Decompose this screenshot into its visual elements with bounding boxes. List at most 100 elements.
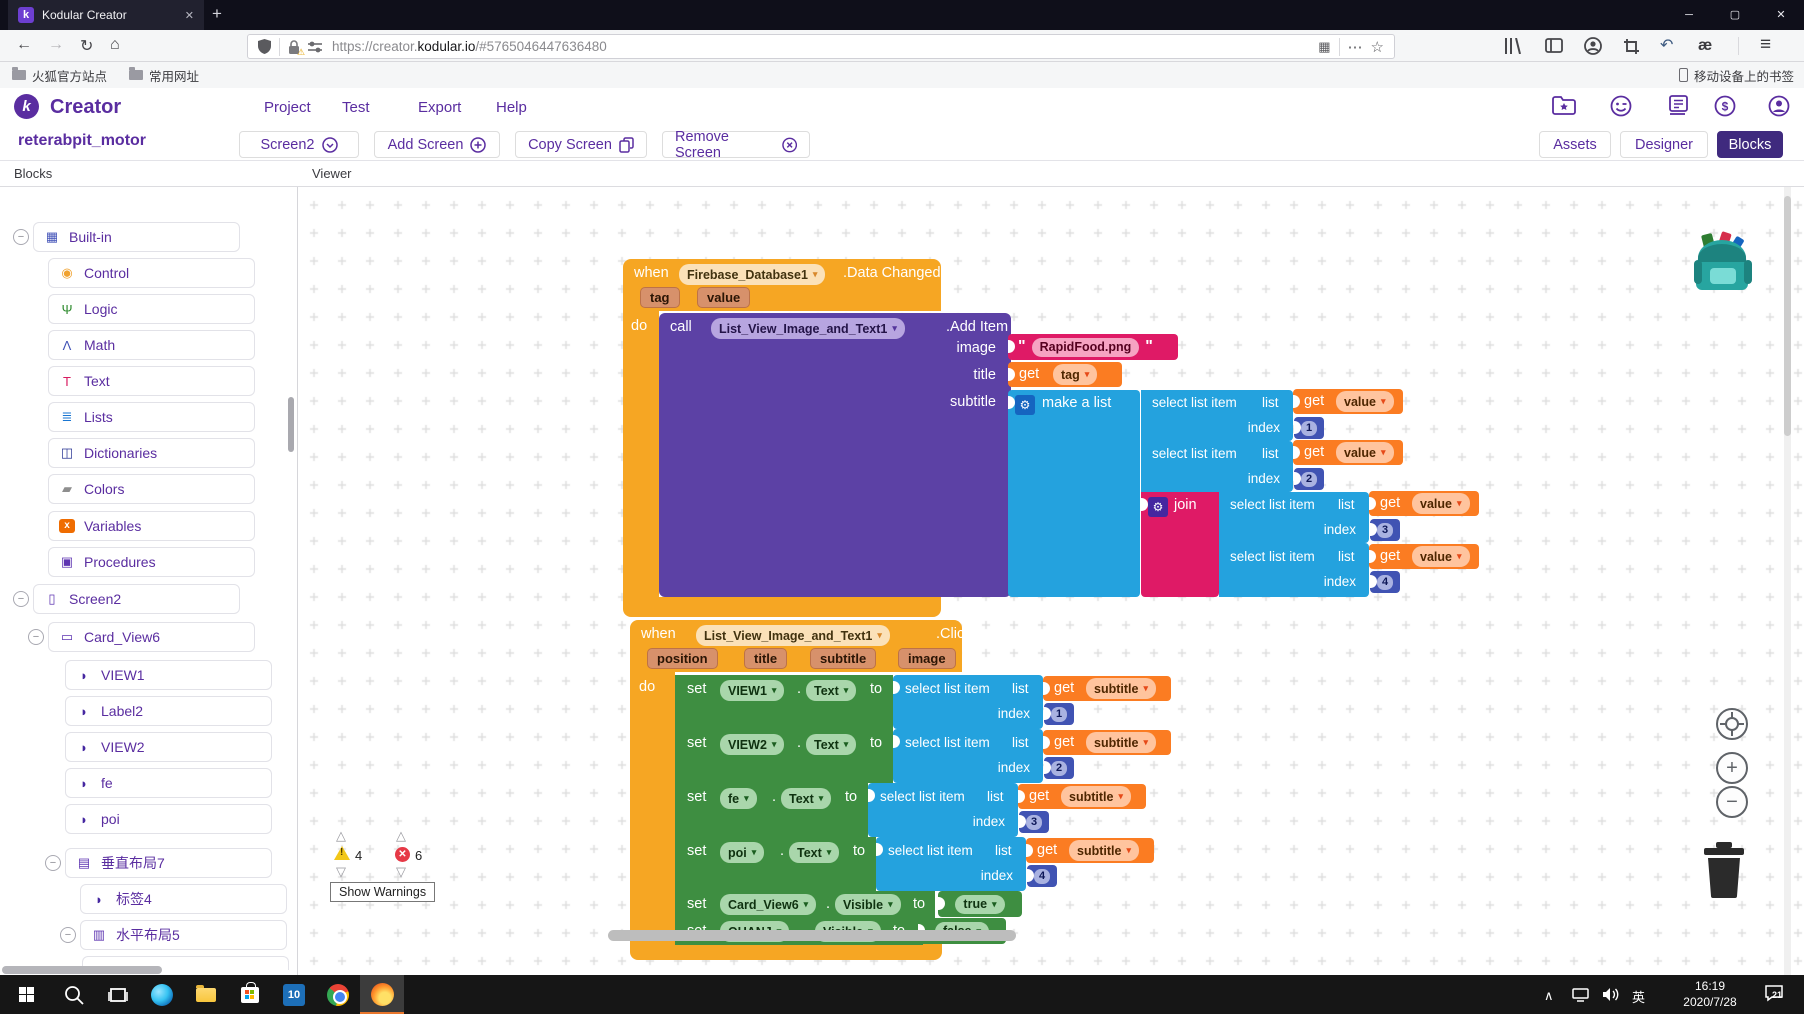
sidebar-item-poi[interactable]: ◗ poi (65, 804, 272, 834)
network-icon[interactable] (1572, 988, 1589, 1002)
warning-down-icon[interactable]: ▽ (336, 864, 346, 879)
block-number-idx2[interactable]: 2 (1044, 757, 1074, 779)
sidebar-item-标签4[interactable]: ◗ 标签4 (80, 884, 287, 914)
zoom-out-button[interactable]: − (1716, 786, 1748, 818)
sidebar-horizontal-scrollbar[interactable] (2, 966, 162, 974)
chrome-icon[interactable] (316, 975, 360, 1014)
block-number-idx4[interactable]: 4 (1027, 865, 1057, 887)
qr-code-icon[interactable]: ▦ (1318, 38, 1331, 54)
file-explorer-icon[interactable] (184, 975, 228, 1014)
page-actions-icon[interactable]: ⋯ (1347, 38, 1363, 56)
param-image[interactable]: image (898, 648, 956, 669)
home-icon[interactable]: ⌂ (110, 36, 120, 53)
param-title[interactable]: title (744, 648, 788, 669)
dropdown-text-prop[interactable]: Text ▾ (781, 788, 832, 809)
designer-button[interactable]: Designer (1620, 131, 1708, 158)
edge-icon[interactable] (140, 975, 184, 1014)
sidebar-item-Dictionaries[interactable]: ◫ Dictionaries (48, 438, 255, 468)
block-number-4[interactable]: 4 (1370, 571, 1400, 593)
bookmark-folder-2[interactable]: 常用网址 (129, 66, 199, 85)
monetization-icon[interactable]: $ (1714, 95, 1736, 117)
zoom-in-button[interactable]: + (1716, 752, 1748, 784)
library-icon[interactable] (1504, 38, 1524, 54)
dropdown-var-value-2[interactable]: value ▾ (1336, 442, 1394, 463)
news-icon[interactable] (1666, 95, 1688, 117)
dropdown-firebase-component[interactable]: Firebase_Database1 ▾ (679, 264, 826, 285)
dropdown-var-value-4[interactable]: value ▾ (1412, 546, 1470, 567)
sidebar-item-Colors[interactable]: ▰ Colors (48, 474, 255, 504)
dropdown-view2[interactable]: VIEW2 ▾ (720, 734, 785, 755)
lock-warning-icon[interactable]: ⚠ (288, 39, 305, 57)
block-select-subtitle-2[interactable] (893, 729, 1043, 783)
block-when-firebase-footer[interactable] (623, 597, 941, 617)
account-icon[interactable] (1584, 37, 1602, 55)
sidebar-item-水平布局5[interactable]: ▥ 水平布局5 (80, 920, 287, 950)
tray-expand-icon[interactable]: ∧ (1544, 988, 1554, 1003)
trash-icon[interactable] (1700, 842, 1748, 898)
warning-up-icon[interactable]: △ (336, 828, 346, 843)
show-warnings-button[interactable]: Show Warnings (330, 882, 436, 902)
sidebar-item-VIEW2[interactable]: ◗ VIEW2 (65, 732, 272, 762)
dropdown-poi[interactable]: poi ▾ (720, 842, 765, 863)
block-when-click-footer[interactable] (630, 940, 942, 960)
search-icon[interactable] (52, 975, 96, 1014)
ae-extension-icon[interactable]: æ (1698, 37, 1713, 54)
block-number-idx1[interactable]: 1 (1044, 703, 1074, 725)
block-select-subtitle-1[interactable] (893, 675, 1043, 729)
start-button[interactable] (4, 975, 48, 1014)
volume-icon[interactable] (1602, 987, 1619, 1002)
sidebar-item-Card_View6[interactable]: ▭ Card_View6 (48, 622, 255, 652)
profile-icon[interactable] (1768, 95, 1790, 117)
screenshot-crop-icon[interactable] (1623, 38, 1640, 55)
dropdown-var-subtitle-3[interactable]: subtitle ▾ (1061, 786, 1131, 807)
error-down-icon[interactable]: ▽ (396, 864, 406, 879)
microsoft-store-icon[interactable] (228, 975, 272, 1014)
block-set-poi-text[interactable] (675, 837, 876, 891)
dropdown-cardview6[interactable]: Card_View6 ▾ (720, 894, 817, 915)
block-set-fe-text[interactable] (675, 783, 868, 837)
tracking-shield-icon[interactable] (258, 39, 271, 54)
block-number-1[interactable]: 1 (1294, 417, 1324, 439)
dropdown-var-subtitle-2[interactable]: subtitle ▾ (1086, 732, 1156, 753)
notification-center-icon[interactable]: 21 (1764, 984, 1784, 1002)
block-select-subtitle-3[interactable] (868, 783, 1018, 837)
mutator-gear-icon[interactable]: ⚙ (1015, 395, 1035, 415)
collapse-icon[interactable]: − (13, 229, 29, 245)
sidebar-item-fe[interactable]: ◗ fe (65, 768, 272, 798)
dropdown-var-subtitle-4[interactable]: subtitle ▾ (1069, 840, 1139, 861)
block-select-list-item-1[interactable] (1141, 390, 1293, 441)
block-number-2[interactable]: 2 (1294, 468, 1324, 490)
block-select-list-item-2[interactable] (1141, 441, 1293, 492)
window-close-button[interactable]: ✕ (1776, 9, 1786, 21)
back-icon[interactable]: ← (16, 36, 32, 53)
block-set-view2-text[interactable] (675, 729, 893, 783)
bookmark-star-icon[interactable]: ☆ (1370, 38, 1384, 56)
block-make-a-list[interactable] (1008, 390, 1140, 597)
new-tab-button[interactable]: + (212, 4, 222, 23)
menu-test[interactable]: Test (342, 99, 370, 116)
assets-button[interactable]: Assets (1539, 131, 1611, 158)
sidebar-vertical-scrollbar[interactable] (288, 397, 294, 452)
dropdown-visible-prop[interactable]: Visible▾ (835, 894, 901, 915)
param-position[interactable]: position (647, 648, 718, 669)
sidebar-item-Text[interactable]: T Text (48, 366, 255, 396)
dropdown-var-value-3[interactable]: value ▾ (1412, 493, 1470, 514)
block-number-3[interactable]: 3 (1370, 519, 1400, 541)
sidebar-item-Label2[interactable]: ◗ Label2 (65, 696, 272, 726)
dropdown-var-tag[interactable]: tag ▾ (1053, 364, 1098, 385)
kodular-logo[interactable]: k (14, 94, 39, 119)
menu-project[interactable]: Project (264, 99, 311, 116)
block-set-view1-text[interactable] (675, 675, 893, 729)
dropdown-listview-component[interactable]: List_View_Image_and_Text1 ▾ (711, 318, 905, 339)
block-call-additem[interactable] (659, 313, 1011, 597)
sidebar-item-Control[interactable]: ◉ Control (48, 258, 255, 288)
collapse-icon[interactable]: − (13, 591, 29, 607)
mutator-gear-icon[interactable]: ⚙ (1148, 497, 1168, 517)
dropdown-var-value-1[interactable]: value ▾ (1336, 391, 1394, 412)
dropdown-text-prop[interactable]: Text ▾ (806, 734, 857, 755)
project-folder-icon[interactable] (1552, 95, 1576, 115)
url-text[interactable]: https://creator.kodular.io/#576504644763… (332, 39, 607, 54)
clock-time[interactable]: 16:19 (1694, 979, 1726, 993)
url-bar[interactable]: ⚠ https://creator.kodular.io/#5765046447… (247, 34, 1395, 59)
undo-icon[interactable]: ↶ (1660, 37, 1674, 54)
